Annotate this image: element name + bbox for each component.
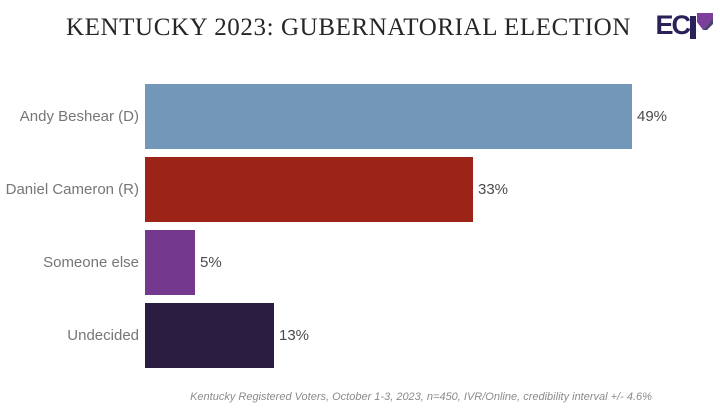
value-label: 13% (279, 327, 310, 344)
bar (145, 157, 473, 222)
bar (145, 303, 274, 368)
bar-chart: Andy Beshear (D) 49% Daniel Cameron (R) 33%… (0, 84, 720, 376)
value-label: 5% (200, 254, 222, 271)
value-label: 49% (637, 108, 668, 125)
ecp-logo: EC (655, 10, 713, 40)
chart-footnote: Kentucky Registered Voters, October 1-3,… (190, 391, 652, 403)
ecp-logo-p-icon (690, 13, 713, 39)
category-label: Undecided (67, 327, 139, 344)
bar (145, 230, 195, 295)
category-label: Someone else (43, 254, 139, 271)
ecp-logo-text: EC (655, 10, 690, 40)
value-label: 33% (478, 181, 509, 198)
bar-row: Undecided 13% (0, 303, 720, 368)
bar-row: Daniel Cameron (R) 33% (0, 157, 720, 222)
bar (145, 84, 632, 149)
bar-row: Andy Beshear (D) 49% (0, 84, 720, 149)
chart-title: KENTUCKY 2023: GUBERNATORIAL ELECTION (66, 14, 631, 41)
category-label: Andy Beshear (D) (19, 108, 139, 125)
category-label: Daniel Cameron (R) (5, 181, 139, 198)
bar-row: Someone else 5% (0, 230, 720, 295)
